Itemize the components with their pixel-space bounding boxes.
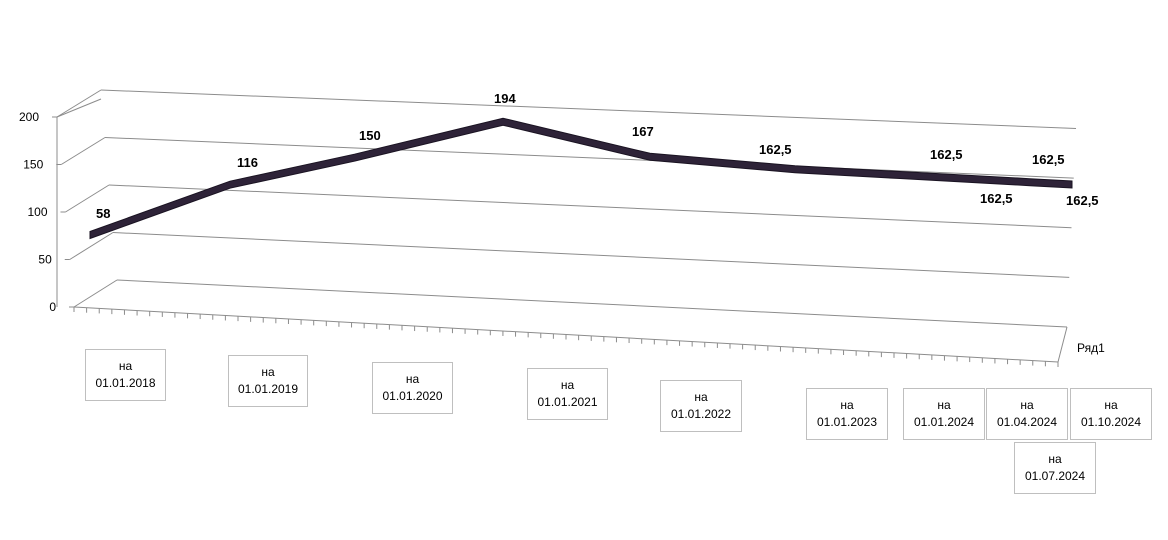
category-label-line: на bbox=[937, 398, 951, 412]
category-label-line: на bbox=[840, 398, 854, 412]
category-label: на 01.01.2018 bbox=[85, 349, 166, 401]
category-label-line: на bbox=[261, 365, 275, 379]
chart-grid bbox=[56, 89, 1077, 328]
series-ribbon bbox=[89, 117, 1073, 240]
category-label-line: 01.01.2018 bbox=[95, 376, 156, 390]
gridline bbox=[104, 137, 1074, 179]
category-label-line: 01.01.2021 bbox=[537, 395, 598, 409]
floor-back-line bbox=[116, 279, 1068, 328]
category-label-line: на bbox=[405, 372, 420, 386]
gridline bbox=[108, 184, 1072, 229]
category-label: на 01.01.2023 bbox=[806, 388, 888, 440]
category-label: на 01.07.2024 bbox=[1014, 442, 1096, 494]
category-label: на 01.01.2021 bbox=[527, 368, 608, 420]
category-label-line: на bbox=[118, 359, 133, 373]
y-tick-label: 150 bbox=[23, 158, 43, 172]
category-label-line: 01.07.2024 bbox=[1024, 469, 1086, 483]
y-tick-label: 50 bbox=[38, 253, 52, 267]
floor-left-edge bbox=[73, 279, 118, 308]
data-label: 162,5 bbox=[1032, 152, 1065, 167]
gridline bbox=[100, 89, 1077, 129]
gridline bbox=[112, 232, 1070, 278]
y-tick-label: 0 bbox=[49, 300, 56, 314]
data-label: 116 bbox=[237, 155, 258, 170]
category-label: на 01.10.2024 bbox=[1070, 388, 1152, 440]
data-labels: 58 116 150 194 167 162,5 162,5 162,5 162,5 162,5 bbox=[96, 91, 1099, 221]
data-label: 167 bbox=[632, 124, 654, 139]
category-label-line: 01.01.2019 bbox=[237, 382, 299, 396]
category-label-line: 01.01.2023 bbox=[816, 415, 878, 429]
category-label-line: на bbox=[694, 390, 708, 404]
category-label-line: 01.10.2024 bbox=[1080, 415, 1142, 429]
category-label-line: на bbox=[560, 378, 575, 392]
category-label-line: на bbox=[1020, 398, 1034, 412]
category-label-line: 01.01.2022 bbox=[670, 407, 732, 421]
category-label: на 01.01.2024 bbox=[903, 388, 985, 440]
category-label: на 01.01.2022 bbox=[660, 380, 742, 432]
gridline-side bbox=[60, 137, 106, 165]
data-label: 58 bbox=[96, 206, 110, 221]
category-label: на 01.04.2024 bbox=[986, 388, 1068, 440]
category-label-line: 01.01.2024 bbox=[913, 415, 975, 429]
category-label: на 01.01.2019 bbox=[228, 355, 308, 407]
data-label: 162,5 bbox=[759, 142, 792, 157]
category-label-line: на bbox=[1104, 398, 1118, 412]
data-label: 162,5 bbox=[930, 147, 963, 162]
y-tick-label: 200 bbox=[19, 110, 39, 124]
category-label: на 01.01.2020 bbox=[372, 362, 453, 414]
data-label: 162,5 bbox=[1066, 193, 1099, 208]
chart-series bbox=[89, 117, 1073, 240]
y-tick-label: 100 bbox=[27, 205, 47, 219]
data-label: 150 bbox=[359, 128, 381, 143]
category-label-line: 01.01.2020 bbox=[382, 389, 443, 403]
y-axis-top-edge bbox=[56, 98, 102, 118]
gridline-side bbox=[56, 89, 102, 118]
data-label: 162,5 bbox=[980, 191, 1013, 206]
floor-right-edge bbox=[1057, 326, 1068, 363]
gridline-side bbox=[65, 184, 110, 213]
gridline-side bbox=[69, 232, 114, 260]
category-label-line: на bbox=[1048, 452, 1062, 466]
series-name-label: Ряд1 bbox=[1077, 341, 1105, 355]
chart-axes: 0 50 100 150 200 bbox=[19, 98, 1068, 367]
data-label: 194 bbox=[494, 91, 516, 106]
category-label-line: 01.04.2024 bbox=[996, 415, 1058, 429]
